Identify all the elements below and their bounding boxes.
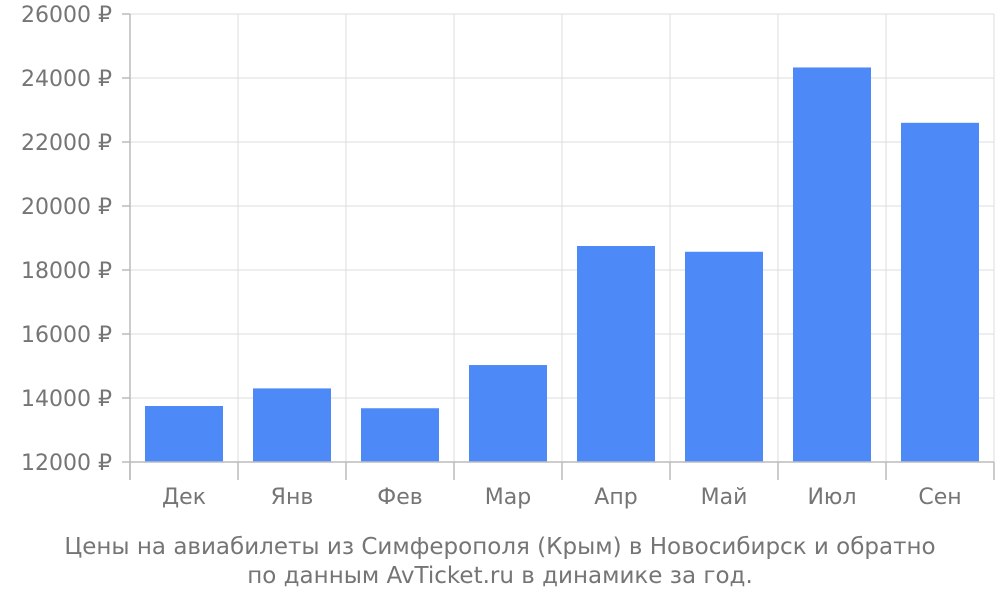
y-tick-label: 16000 ₽ <box>21 323 112 348</box>
x-tick-label: Сен <box>918 485 961 510</box>
bar <box>685 251 763 462</box>
grid-layer <box>130 13 995 463</box>
y-tick-label: 26000 ₽ <box>21 3 112 28</box>
bar <box>577 246 655 462</box>
y-tick-label: 20000 ₽ <box>21 195 112 220</box>
axis-layer <box>122 13 995 480</box>
bar <box>361 408 439 462</box>
y-tick-label: 18000 ₽ <box>21 259 112 284</box>
bar <box>793 67 871 462</box>
bar <box>469 365 547 462</box>
bar <box>901 122 979 463</box>
x-tick-label: Апр <box>594 485 637 510</box>
x-tick-label: Янв <box>271 485 314 510</box>
y-tick-label: 22000 ₽ <box>21 131 112 156</box>
bar-layer <box>145 67 979 463</box>
x-tick-label: Май <box>701 485 748 510</box>
bar <box>145 406 223 462</box>
bar <box>253 388 331 462</box>
chart-caption-line-2: по данным AvTicket.ru в динамике за год. <box>247 563 753 589</box>
x-tick-label: Дек <box>162 485 206 510</box>
label-layer: 12000 ₽ 14000 ₽ 16000 ₽ 18000 ₽ 20000 ₽ 22000… <box>21 3 962 510</box>
y-tick-label: 24000 ₽ <box>21 67 112 92</box>
x-tick-label: Фев <box>377 485 422 510</box>
x-tick-label: Мар <box>485 485 531 510</box>
y-tick-label: 12000 ₽ <box>21 451 112 476</box>
y-tick-label: 14000 ₽ <box>21 387 112 412</box>
chart-caption-line-1: Цены на авиабилеты из Симферополя (Крым)… <box>64 534 936 560</box>
x-tick-label: Июл <box>807 485 856 510</box>
